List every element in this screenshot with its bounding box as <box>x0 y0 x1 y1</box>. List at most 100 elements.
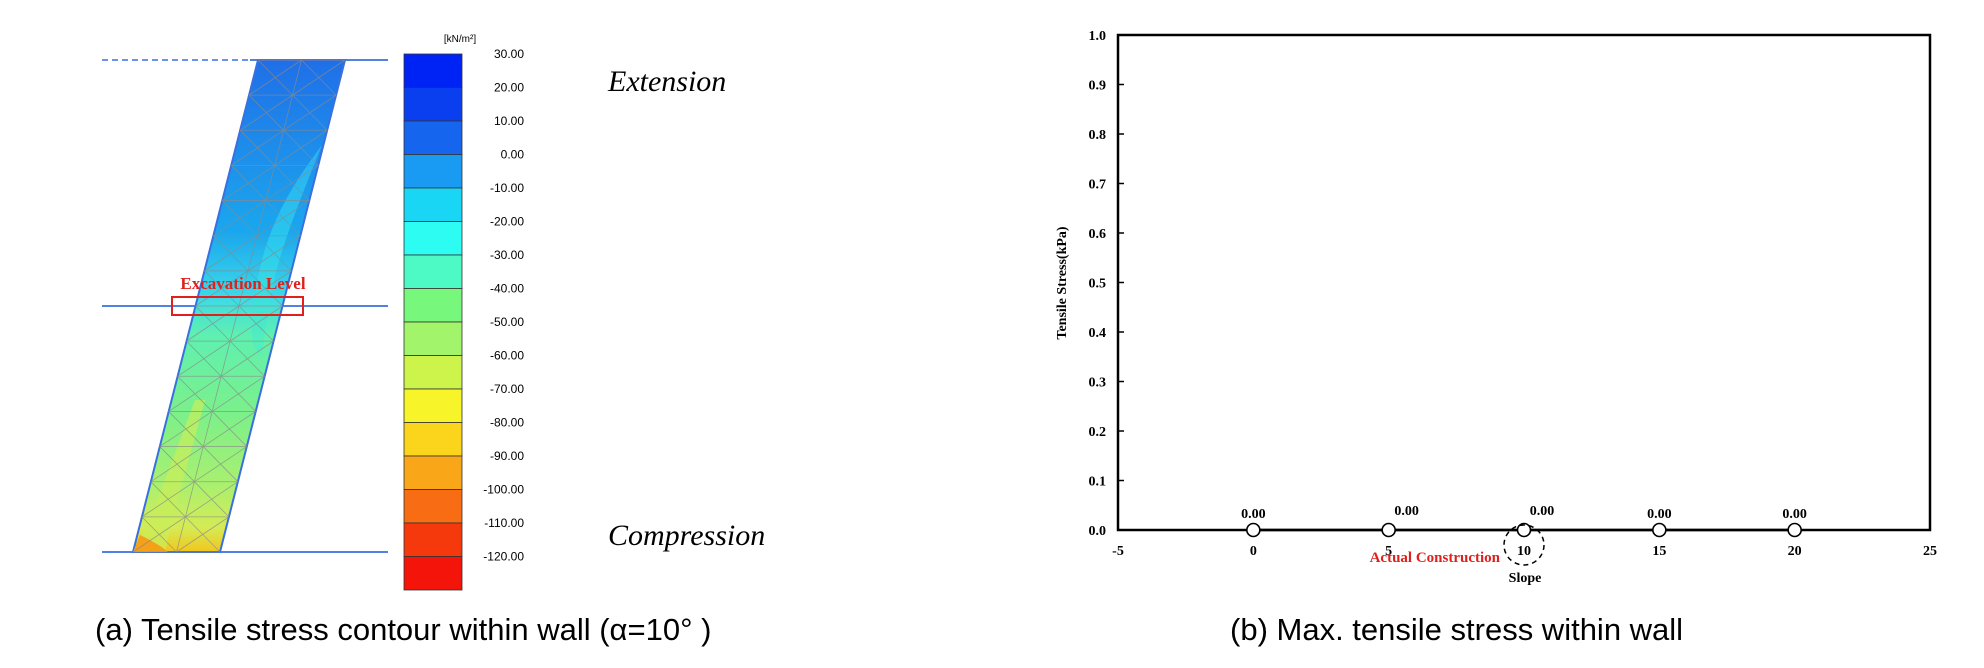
legend-label: -110.00 <box>484 516 524 530</box>
mesh-line <box>229 340 265 377</box>
legend-swatch <box>403 422 463 457</box>
legend-label: 0.00 <box>501 148 525 162</box>
data-label: 0.00 <box>1647 507 1672 522</box>
mesh-line <box>274 165 310 201</box>
x-tick-label: 15 <box>1652 544 1666 559</box>
x-tick-label: 10 <box>1517 544 1531 559</box>
y-tick-label: 0.4 <box>1089 326 1107 341</box>
mesh-line <box>283 130 319 166</box>
panel-b-caption: (b) Max. tensile stress within wall <box>1230 612 1683 647</box>
x-axis-ticks: -5 0 5 10 15 20 25 <box>1112 524 1937 559</box>
mesh-line <box>220 341 231 377</box>
data-point <box>1787 522 1802 538</box>
data-label: 0.00 <box>1241 507 1266 522</box>
panel-a-caption: (a) Tensile stress contour within wall (… <box>95 612 711 647</box>
fem-mesh <box>132 59 346 553</box>
legend-label: -90.00 <box>490 449 524 463</box>
legend-swatch <box>403 355 463 390</box>
mesh-line <box>238 305 274 342</box>
data-label: 0.00 <box>1530 504 1555 519</box>
x-tick-label: 20 <box>1788 544 1802 559</box>
x-tick-label: -5 <box>1112 544 1124 559</box>
legend-swatch <box>403 254 463 289</box>
y-tick-label: 0.2 <box>1089 425 1107 440</box>
legend-swatch <box>403 154 463 189</box>
mesh-line <box>159 411 213 447</box>
mesh-line <box>193 446 204 482</box>
mesh-line <box>239 94 293 131</box>
plot-area-frame <box>1116 33 1932 532</box>
legend-swatch <box>403 53 463 88</box>
legend-swatch <box>403 522 463 557</box>
compression-label: Compression <box>608 519 765 552</box>
mesh-line <box>177 340 231 377</box>
data-label: 0.00 <box>1394 504 1419 519</box>
mesh-line <box>274 130 285 166</box>
data-label: 0.00 <box>1782 507 1807 522</box>
y-tick-label: 0.8 <box>1089 128 1107 143</box>
y-axis-ticks: 0.0 0.1 0.2 0.3 0.4 0.5 0.6 0.7 0.8 0.9 1.0 <box>1089 29 1124 539</box>
mesh-line <box>211 376 222 412</box>
y-axis-label: Tensile Stress(kPa) <box>1055 226 1070 340</box>
mesh-line <box>211 411 248 447</box>
y-tick-label: 0.0 <box>1089 524 1107 539</box>
y-tick-label: 0.3 <box>1089 376 1107 391</box>
data-point <box>1652 522 1667 538</box>
mesh-line <box>168 375 222 412</box>
mesh-line <box>292 59 302 96</box>
excavation-box <box>171 296 304 316</box>
extension-label: Extension <box>607 65 726 98</box>
mesh-line <box>204 235 258 272</box>
y-tick-label: 1.0 <box>1089 29 1107 44</box>
mesh-line <box>176 516 186 553</box>
legend-swatch <box>403 187 463 222</box>
y-tick-label: 0.5 <box>1089 277 1107 292</box>
legend-swatch <box>403 120 463 155</box>
legend-swatch <box>403 321 463 356</box>
legend-label: -100.00 <box>483 483 524 497</box>
mesh-line <box>230 129 284 166</box>
mesh-line <box>301 59 337 96</box>
actual-construction-label: Actual Construction <box>1370 550 1501 566</box>
mesh-line <box>213 200 267 237</box>
y-tick-label: 0.1 <box>1089 475 1107 490</box>
legend-label: -60.00 <box>490 349 524 363</box>
mesh-line <box>248 59 302 96</box>
x-tick-label: 25 <box>1923 544 1937 559</box>
mesh-line <box>186 305 240 342</box>
excavation-level-label: Excavation Level <box>180 274 305 293</box>
legend-swatch <box>403 388 463 423</box>
legend-label: -30.00 <box>490 248 524 262</box>
panel-a-stress-contour: Excavation Level [kN/m²] 30.00 20.00 10.00… <box>95 34 765 647</box>
mesh-line <box>229 305 240 342</box>
mesh-line <box>238 270 249 307</box>
wall-inner-region <box>251 145 322 355</box>
mesh-line <box>265 200 301 236</box>
legend-label: 20.00 <box>494 81 524 95</box>
panel-b-chart: 0.0 0.1 0.2 0.3 0.4 0.5 0.6 0.7 0.8 0.9 1.0 -5 0 5 10… <box>1055 29 1937 647</box>
actual-construction-marker <box>1503 524 1545 566</box>
legend-label: -20.00 <box>490 215 524 229</box>
mesh-line <box>185 481 195 517</box>
mesh-line <box>256 235 292 272</box>
legend-label: 10.00 <box>494 114 524 128</box>
mesh-line <box>220 376 256 412</box>
legend-label: -10.00 <box>490 181 524 195</box>
legend-label: 30.00 <box>494 47 524 61</box>
legend-swatch <box>403 556 463 591</box>
x-tick-label: 5 <box>1385 544 1392 559</box>
mesh-line <box>194 481 230 518</box>
legend-label: -50.00 <box>490 315 524 329</box>
mesh-line <box>195 270 249 307</box>
mesh-line <box>247 235 258 271</box>
x-axis-label: Slope <box>1509 571 1542 586</box>
y-tick-label: 0.7 <box>1089 178 1107 193</box>
wall-compression-region <box>133 400 205 552</box>
legend-label: -120.00 <box>483 550 524 564</box>
data-point <box>1516 522 1532 538</box>
series-max-tensile-stress: 0.00 0.00 0.00 0.00 0.00 <box>1241 504 1807 566</box>
mesh-line <box>265 165 276 201</box>
x-tick-label: 0 <box>1250 544 1257 559</box>
data-point <box>1246 522 1261 538</box>
